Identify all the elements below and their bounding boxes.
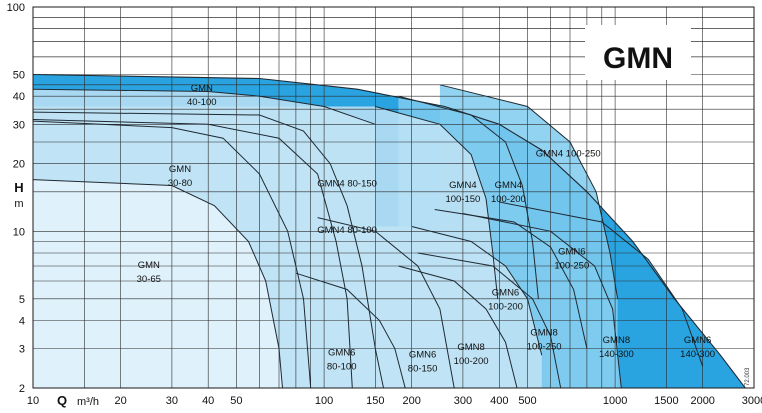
y-tick-label: 5 (19, 294, 25, 306)
x-tick-label: 150 (366, 395, 384, 407)
y-tick-label: 10 (13, 226, 25, 238)
x-tick-label: 30 (166, 395, 178, 407)
performance-curve (499, 201, 704, 367)
region-label: GMN8 100-250 (527, 328, 562, 353)
region-label: GMN4 80-100 (317, 225, 377, 236)
region-label: GMN6 80-150 (408, 349, 438, 374)
region-label: GMN8 140-300 (599, 335, 634, 360)
performance-curve (398, 265, 518, 388)
region-label: GMN6 100-250 (554, 246, 589, 271)
region-label: GMN4 100-150 (445, 180, 480, 205)
y-tick-label: 2 (19, 383, 25, 395)
x-tick-label: 20 (114, 395, 126, 407)
performance-curve (317, 217, 455, 388)
y-tick-label: 20 (13, 159, 25, 171)
performance-curve (33, 111, 384, 388)
performance-curve (33, 88, 376, 125)
y-tick-label: 40 (13, 91, 25, 103)
region-label: GMN4 80-150 (317, 179, 377, 190)
performance-curve (33, 119, 353, 388)
region-label: GMN6 140-300 (680, 335, 715, 360)
y-tick-label: 4 (19, 316, 25, 328)
performance-curve (398, 95, 539, 299)
x-tick-label: 500 (518, 395, 536, 407)
performance-curve (462, 213, 622, 388)
region-label: GMN 30-65 (137, 260, 161, 285)
performance-curves (33, 73, 746, 388)
x-tick-label: 40 (202, 395, 214, 407)
region-label: GMN4 100-200 (491, 180, 526, 205)
performance-curve (434, 209, 588, 349)
brand-box (585, 25, 691, 80)
y-tick-label: 50 (13, 70, 25, 82)
x-tick-label: 1500 (654, 395, 678, 407)
plot-frame (32, 6, 755, 389)
y-tick-label: 30 (13, 119, 25, 131)
region-label: GMN4 100-250 (536, 149, 601, 160)
y-axis-unit: m (14, 198, 23, 210)
x-tick-label: 400 (490, 395, 508, 407)
x-axis-unit: m³/h (77, 396, 99, 408)
performance-curve (295, 272, 406, 388)
chart-title: GMN (603, 42, 673, 75)
region-label: GMN6 100-200 (488, 288, 523, 313)
y-tick-label: 100 (7, 2, 25, 14)
y-axis-title: H (14, 180, 23, 195)
region-area (33, 179, 283, 388)
performance-curve (375, 106, 499, 299)
performance-curve (33, 179, 283, 388)
performance-curve (33, 120, 312, 388)
region-label: GMN 40-100 (187, 83, 217, 108)
x-tick-labels: 10 20 30 40 50 100 150 200 300 400 500 1000 1500 2000… (27, 395, 762, 407)
region-label: GMN8 100-200 (454, 342, 489, 367)
region-label: GMN 30-80 (168, 164, 192, 189)
y-tick-label: 3 (19, 344, 25, 356)
performance-curve (439, 84, 619, 299)
x-tick-label: 50 (230, 395, 242, 407)
x-tick-label: 300 (454, 395, 472, 407)
region-labels: GMN 40-100 GMN 30-80 GMN 30-65 GMN4 80-150 GMN4… (137, 83, 715, 374)
corner-code: 72.003 (745, 367, 751, 386)
x-tick-label: 200 (403, 395, 421, 407)
y-tick-labels: 2 3 4 5 10 20 30 40 50 100 (7, 2, 25, 395)
x-tick-label: 1000 (603, 395, 627, 407)
x-tick-label: 100 (315, 395, 333, 407)
curve-fills (33, 74, 746, 388)
x-tick-label: 2000 (690, 395, 714, 407)
performance-curve (417, 252, 562, 388)
x-tick-label: 10 (27, 395, 39, 407)
x-tick-label: 3000 (742, 395, 762, 407)
x-axis-title: Q (57, 393, 67, 408)
performance-curve (411, 226, 543, 356)
region-label: GMN6 80-100 (327, 348, 357, 373)
envelope-curve (33, 73, 746, 388)
